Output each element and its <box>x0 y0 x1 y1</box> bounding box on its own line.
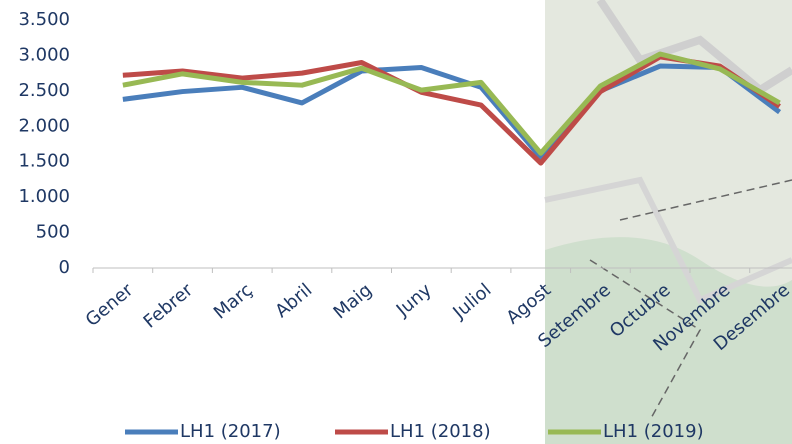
legend-label: LH1 (2019) <box>603 421 704 442</box>
series-line <box>122 51 781 156</box>
series-line <box>122 63 782 160</box>
x-tick-label: Febrer <box>140 279 198 332</box>
y-tick-label: 0 <box>59 257 70 278</box>
y-tick-label: 3.000 <box>18 44 70 65</box>
y-tick-label: 3.500 <box>18 9 70 30</box>
legend-label: LH1 (2017) <box>180 421 281 442</box>
x-tick-label: Maig <box>330 280 376 324</box>
legend-label: LH1 (2018) <box>390 421 491 442</box>
x-tick-label: Març <box>210 280 257 324</box>
y-tick-label: 1.000 <box>18 186 70 207</box>
x-tick-label: Abril <box>271 280 316 323</box>
y-tick-label: 500 <box>36 222 70 243</box>
y-tick-label: 2.000 <box>18 115 70 136</box>
map-background <box>544 0 792 444</box>
x-tick-label: Gener <box>82 279 138 331</box>
y-tick-label: 1.500 <box>18 151 70 172</box>
y-tick-label: 2.500 <box>18 80 70 101</box>
x-tick-label: Juny <box>392 279 436 321</box>
x-tick-label: Juliol <box>448 280 495 324</box>
